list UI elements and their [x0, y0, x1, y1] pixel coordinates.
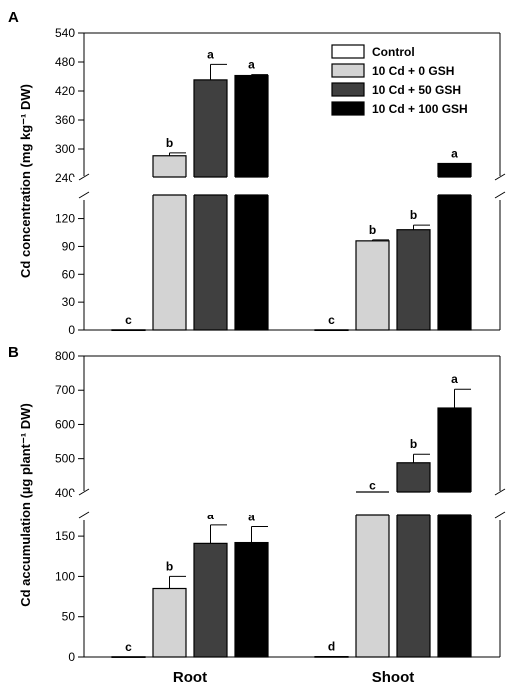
- y-tick-label: 300: [55, 142, 75, 156]
- significance-letter: b: [166, 136, 173, 150]
- significance-letter: b: [410, 208, 417, 222]
- legend-label: Control: [372, 45, 415, 59]
- axis-break-mark: [78, 511, 90, 519]
- y-tick-label: 90: [62, 239, 76, 253]
- y-tick-label: 240: [55, 171, 75, 185]
- axis-break-band: [72, 177, 510, 195]
- y-tick-label: 120: [55, 212, 75, 226]
- y-tick-label: 600: [55, 417, 75, 431]
- y-tick-label: 700: [55, 383, 75, 397]
- y-tick-label: 400: [55, 486, 75, 500]
- axis-break-mark: [494, 488, 506, 496]
- y-tick-label: 100: [55, 569, 75, 583]
- bar: [314, 655, 349, 658]
- bar: [437, 407, 472, 658]
- y-axis-label: Cd concentration (mg kg⁻¹ DW): [18, 84, 33, 278]
- axis-break-mark: [78, 173, 90, 181]
- panel-letter: A: [8, 9, 19, 26]
- significance-letter: b: [166, 559, 173, 573]
- bar: [355, 240, 390, 331]
- significance-letter: a: [451, 147, 458, 161]
- legend-swatch: [331, 82, 365, 97]
- legend-swatch: [331, 101, 365, 116]
- bar: [193, 542, 228, 658]
- x-category-label: Root: [173, 669, 207, 686]
- bar: [111, 656, 146, 658]
- legend-swatch: [331, 63, 365, 78]
- y-tick-label: 0: [68, 650, 75, 664]
- axis-break-mark: [78, 191, 90, 199]
- y-tick-label: 480: [55, 55, 75, 69]
- significance-letter: c: [125, 313, 132, 327]
- significance-letter: a: [207, 47, 214, 61]
- bar: [152, 587, 187, 658]
- y-tick-label: 60: [62, 267, 76, 281]
- legend-label: 10 Cd + 0 GSH: [372, 64, 454, 78]
- significance-letter: d: [328, 640, 335, 654]
- legend-swatch: [331, 44, 365, 59]
- y-tick-label: 50: [62, 610, 76, 624]
- y-tick-label: 500: [55, 452, 75, 466]
- significance-letter: a: [451, 372, 458, 386]
- bar: [355, 499, 390, 658]
- panel-letter: B: [8, 344, 19, 361]
- bar: [111, 329, 146, 332]
- y-tick-label: 360: [55, 113, 75, 127]
- y-tick-label: 0: [68, 323, 75, 337]
- bar: [396, 229, 431, 331]
- axis-break-mark: [78, 488, 90, 496]
- significance-letter: a: [248, 509, 255, 523]
- significance-letter: b: [369, 223, 376, 237]
- significance-letter: b: [410, 437, 417, 451]
- significance-letter: c: [369, 479, 376, 493]
- y-axis-label: Cd accumulation (µg plant⁻¹ DW): [18, 403, 33, 607]
- y-tick-label: 800: [55, 349, 75, 363]
- y-tick-label: 30: [62, 295, 76, 309]
- x-category-label: Shoot: [372, 669, 415, 686]
- axis-break-mark: [494, 511, 506, 519]
- bar: [314, 329, 349, 332]
- y-tick-label: 150: [55, 529, 75, 543]
- axis-break-band: [72, 492, 510, 515]
- y-tick-label: 540: [55, 26, 75, 40]
- significance-letter: c: [328, 313, 335, 327]
- bar: [193, 79, 228, 331]
- significance-letter: a: [248, 58, 255, 72]
- axis-break-mark: [494, 191, 506, 199]
- legend-label: 10 Cd + 100 GSH: [372, 102, 468, 116]
- bar: [234, 74, 269, 331]
- bar: [234, 541, 269, 658]
- axis-break-mark: [494, 173, 506, 181]
- y-tick-label: 420: [55, 84, 75, 98]
- legend-label: 10 Cd + 50 GSH: [372, 83, 461, 97]
- significance-letter: c: [125, 640, 132, 654]
